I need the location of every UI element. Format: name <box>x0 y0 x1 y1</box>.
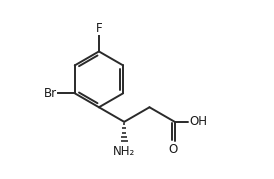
Text: O: O <box>169 143 178 156</box>
Text: OH: OH <box>189 115 207 128</box>
Text: F: F <box>96 22 102 35</box>
Text: NH₂: NH₂ <box>113 146 135 158</box>
Text: Br: Br <box>44 87 57 100</box>
